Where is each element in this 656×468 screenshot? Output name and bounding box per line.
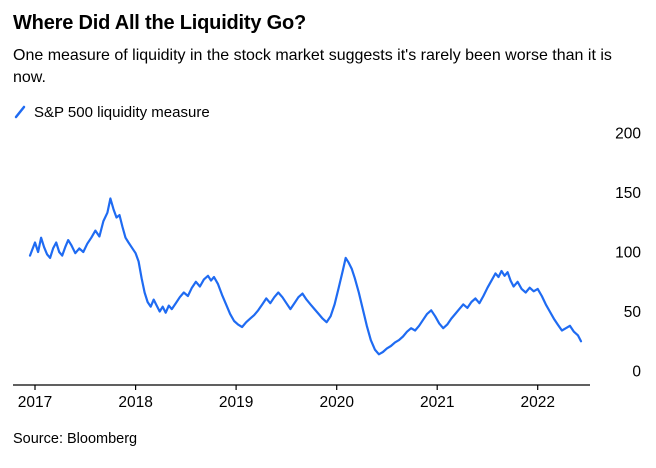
legend: S&P 500 liquidity measure xyxy=(14,103,643,121)
y-tick-label: 0 xyxy=(632,364,641,381)
x-tick-label: 2020 xyxy=(319,394,354,411)
x-tick-label: 2018 xyxy=(118,394,152,411)
x-tick-label: 2022 xyxy=(520,394,554,411)
x-tick-label: 2017 xyxy=(18,394,52,411)
chart-subtitle: One measure of liquidity in the stock ma… xyxy=(13,47,612,87)
x-tick-label: 2021 xyxy=(420,394,454,411)
liquidity-chart: 0 50 100 150 200 2017 2018 2019 2020 2021 2022 xyxy=(13,126,642,411)
legend-label: S&P 500 liquidity measure xyxy=(34,103,210,121)
chart-title: Where Did All the Liquidity Go? xyxy=(13,12,307,34)
legend-marker-icon xyxy=(14,104,26,120)
y-tick-label: 50 xyxy=(624,304,642,321)
series-line xyxy=(28,197,583,356)
y-tick-label: 200 xyxy=(615,126,641,143)
y-tick-label: 150 xyxy=(615,185,641,202)
y-tick-label: 100 xyxy=(615,245,641,262)
x-tick-label: 2019 xyxy=(219,394,253,411)
source-attribution: Source: Bloomberg xyxy=(13,431,138,448)
